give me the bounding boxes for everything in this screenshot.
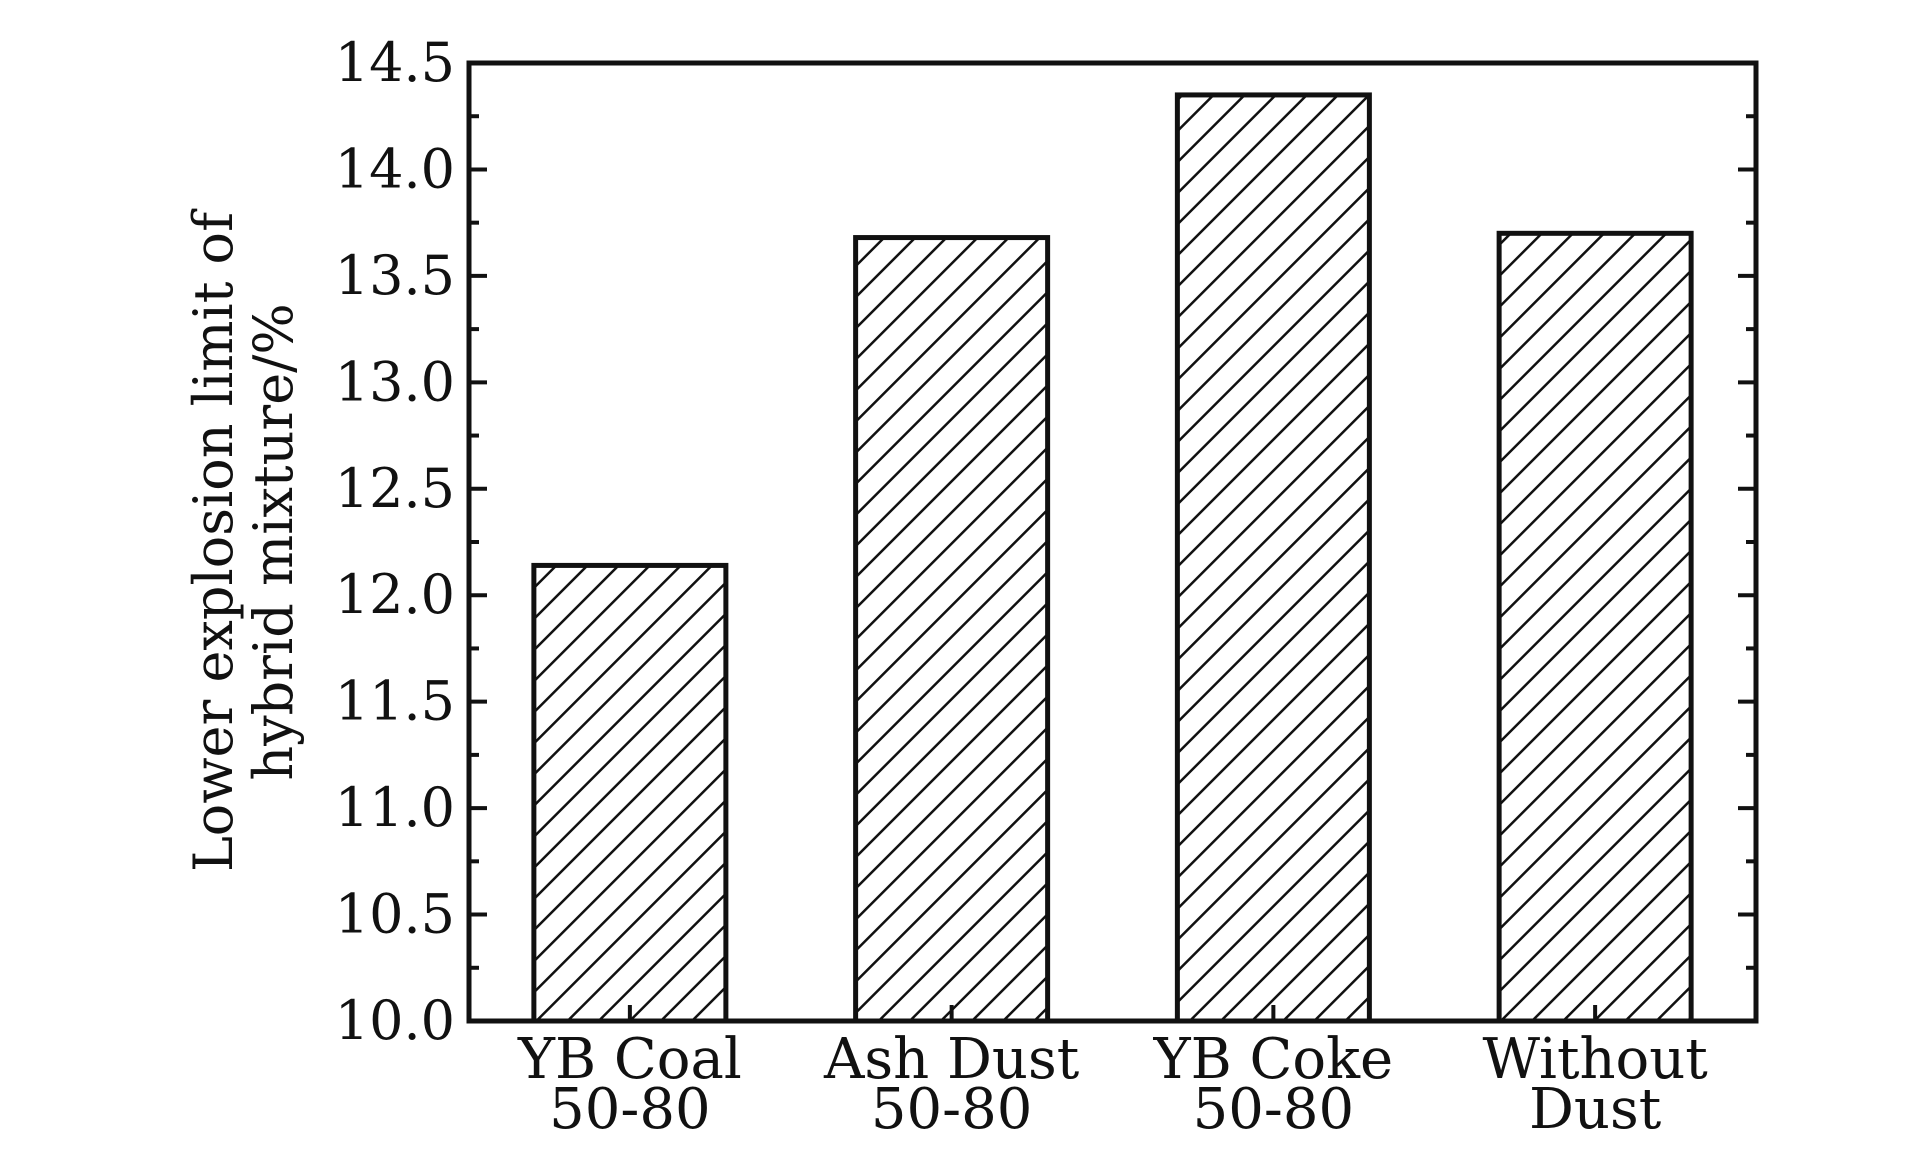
y-tick-label-0: 10.0: [335, 989, 455, 1052]
y-tick-label-8: 14.0: [335, 137, 455, 200]
x-category-label-2-line-1: 50-80: [1193, 1077, 1354, 1142]
y-axis-label-line-0: Lower explosion limit of: [182, 208, 245, 872]
x-category-label-3-line-1: Dust: [1529, 1077, 1662, 1142]
y-tick-label-1: 10.5: [335, 883, 455, 946]
y-axis-title: Lower explosion limit ofhybrid mixture/%: [182, 208, 305, 872]
y-tick-label-9: 14.5: [335, 31, 455, 94]
bar-2: [1174, 92, 1372, 1024]
bar-3: [1496, 230, 1694, 1024]
bars-group: [531, 92, 1694, 1024]
y-tick-label-3: 11.5: [335, 670, 455, 733]
y-axis-label: Lower explosion limit ofhybrid mixture/%: [182, 208, 305, 872]
x-category-label-2-line-0: YB Coke: [1153, 1027, 1394, 1092]
x-category-label-1-line-0: Ash Dust: [823, 1027, 1080, 1092]
y-tick-label-2: 11.0: [335, 776, 455, 839]
x-category-label-0-line-0: YB Coal: [517, 1027, 742, 1092]
bar-1: [853, 235, 1051, 1024]
y-ticks-group: 10.0 10.5 11.0 11.5 12.0 12.5 13.0 13.5 14.0 14.5: [335, 31, 1756, 1052]
x-category-label-3-line-0: Without: [1482, 1027, 1708, 1092]
y-axis-label-line-1: hybrid mixture/%: [242, 303, 305, 780]
x-category-label-1-line-1: 50-80: [871, 1077, 1032, 1142]
bar-0: [531, 562, 729, 1024]
y-tick-label-6: 13.0: [335, 350, 455, 413]
y-tick-label-4: 12.0: [335, 563, 455, 626]
y-tick-label-5: 12.5: [335, 457, 455, 520]
x-category-label-0-line-1: 50-80: [549, 1077, 710, 1142]
y-tick-label-7: 13.5: [335, 244, 455, 307]
